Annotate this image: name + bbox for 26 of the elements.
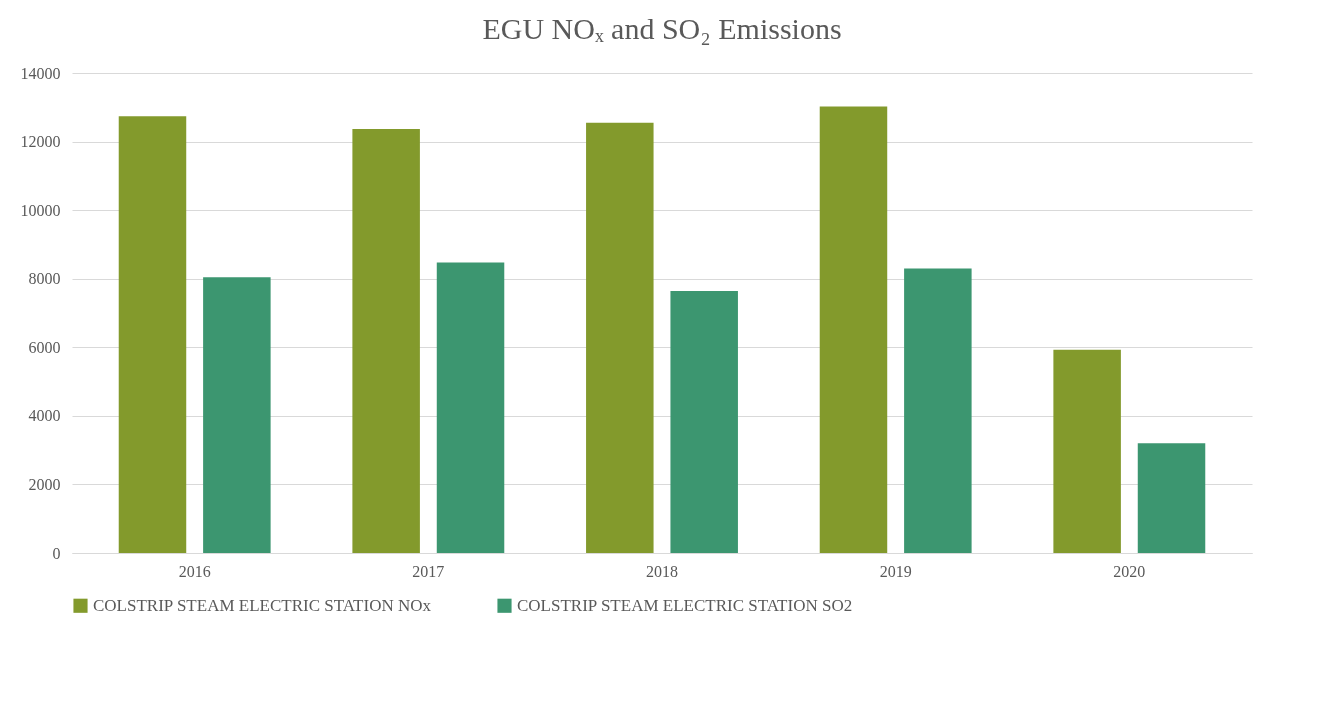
x-tick-label: 2018 <box>646 562 678 580</box>
bar <box>352 128 420 553</box>
chart-title: EGU NOₓ and SO₂ Emissions <box>482 12 842 45</box>
bar <box>670 291 738 553</box>
x-tick-label: 2020 <box>1113 562 1146 580</box>
y-tick-label: 10000 <box>20 201 61 219</box>
bar <box>118 116 187 553</box>
bar <box>819 106 888 553</box>
bar <box>436 262 505 553</box>
y-tick-label: 14000 <box>20 64 61 82</box>
legend-label: COLSTRIP STEAM ELECTRIC STATION NOx <box>93 595 432 615</box>
y-tick-label: 0 <box>52 544 61 562</box>
y-tick-label: 6000 <box>28 338 61 356</box>
x-tick-label: 2019 <box>879 562 912 580</box>
bar <box>1053 349 1121 553</box>
x-tick-label: 2016 <box>178 562 211 580</box>
x-tick-label: 2017 <box>412 562 445 580</box>
bar <box>904 268 972 553</box>
bar <box>1137 443 1206 553</box>
y-tick-label: 12000 <box>20 133 61 151</box>
legend-label: COLSTRIP STEAM ELECTRIC STATION SO2 <box>517 595 853 615</box>
y-tick-label: 2000 <box>28 475 61 493</box>
bar <box>203 277 271 553</box>
y-tick-label: 4000 <box>28 407 61 425</box>
y-tick-label: 8000 <box>28 270 61 288</box>
bar <box>586 122 654 553</box>
